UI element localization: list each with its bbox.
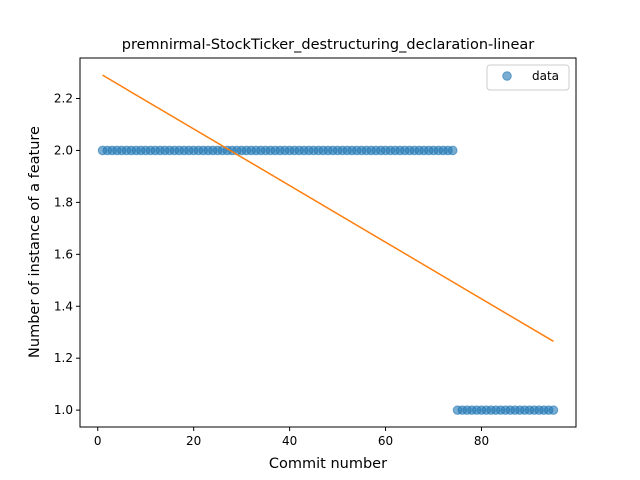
legend-marker-data <box>502 71 512 81</box>
y-axis-ticks: 1.0 1.2 1.4 1.6 1.8 2.0 2.2 <box>54 92 80 417</box>
y-tick-label: 1.2 <box>54 351 73 365</box>
chart-title: premnirmal-StockTicker_destructuring_dec… <box>122 37 535 53</box>
x-axis-label: Commit number <box>269 456 387 472</box>
y-tick-label: 1.6 <box>54 247 73 261</box>
y-axis-label: Number of instance of a feature <box>27 126 43 358</box>
x-tick-label: 40 <box>282 434 297 448</box>
legend: data <box>486 64 570 91</box>
legend-label-data: data <box>532 69 559 83</box>
data-marks <box>97 74 559 415</box>
x-tick-label: 80 <box>474 434 489 448</box>
y-tick-label: 1.4 <box>54 299 73 313</box>
x-tick-label: 0 <box>94 434 102 448</box>
plot-area <box>79 57 577 428</box>
data-point <box>447 145 458 156</box>
axes-frame <box>79 57 577 428</box>
y-tick-label: 2.2 <box>54 92 73 106</box>
fit-line <box>102 74 554 342</box>
y-tick-label: 2.0 <box>54 143 73 157</box>
y-tick-label: 1.8 <box>54 195 73 209</box>
x-tick-label: 20 <box>186 434 201 448</box>
x-tick-label: 60 <box>378 434 393 448</box>
data-point <box>548 405 559 415</box>
y-tick-label: 1.0 <box>54 403 73 417</box>
x-axis-ticks: 0 20 40 60 80 <box>94 427 489 448</box>
